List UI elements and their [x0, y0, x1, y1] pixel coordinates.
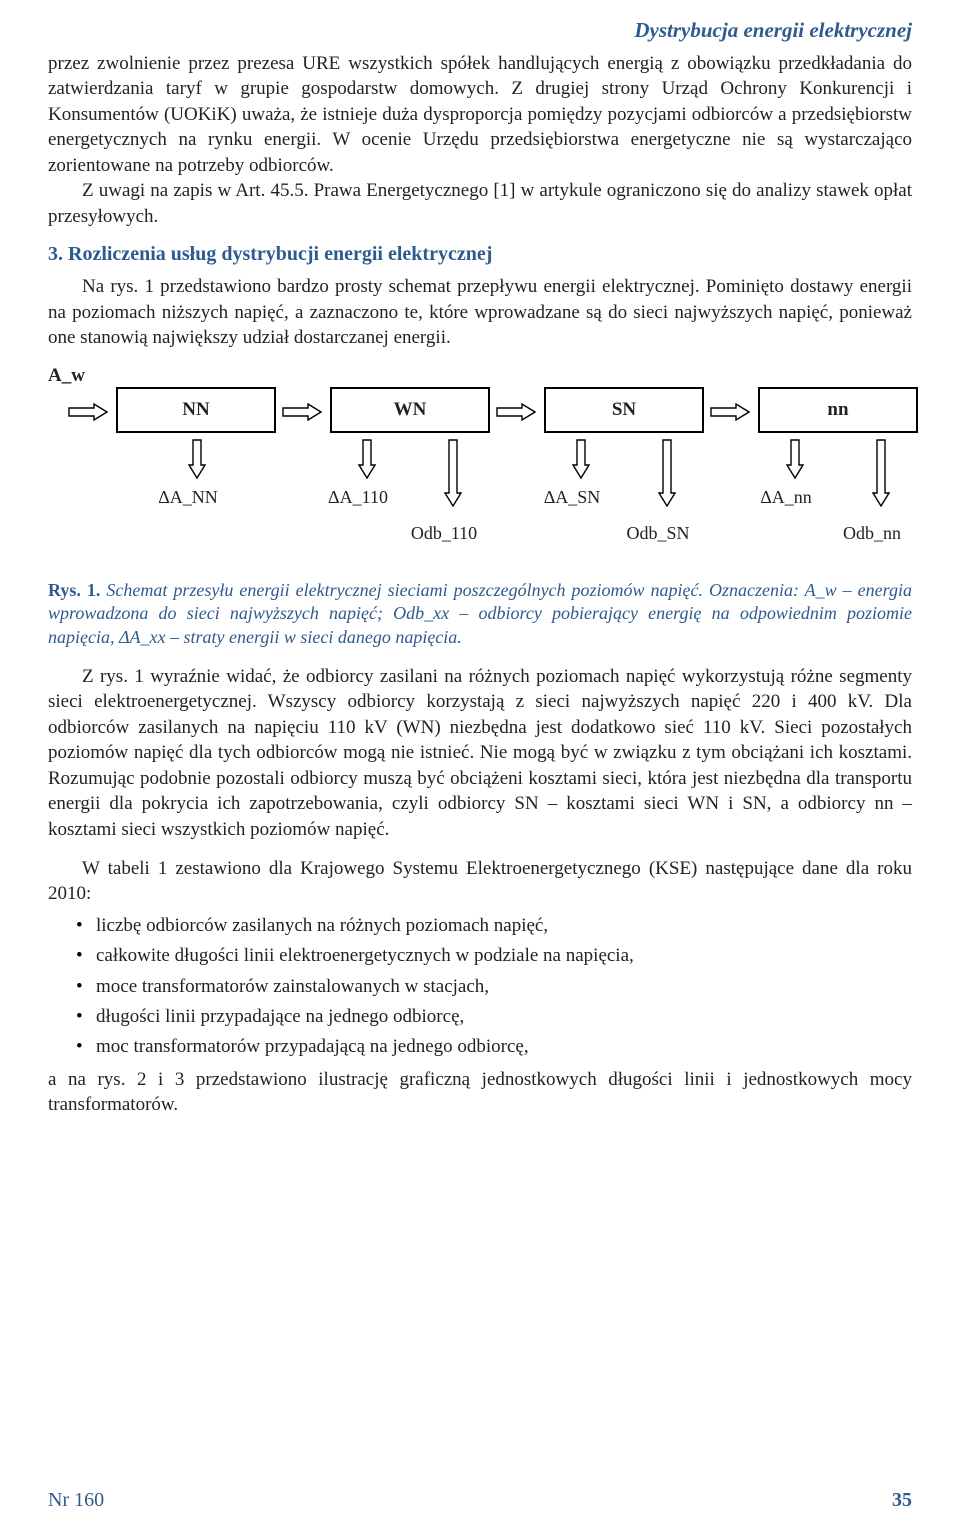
- footer-issue: Nr 160: [48, 1489, 104, 1512]
- figure-1-caption: Rys. 1. Schemat przesyłu energii elektry…: [48, 579, 912, 650]
- odb-label-1: Odb_SN: [608, 523, 708, 544]
- varrow-delta-0: [188, 439, 206, 479]
- varrow-odb-1: [658, 439, 676, 507]
- harrow-2: [496, 403, 536, 421]
- diagram-box-wn: WN: [330, 387, 490, 433]
- paragraph-2: Na rys. 1 przedstawiono bardzo prosty sc…: [48, 274, 912, 350]
- varrow-delta-1: [358, 439, 376, 479]
- bullet-list: liczbę odbiorców zasilanych na różnych p…: [48, 911, 912, 1063]
- bullet-0: liczbę odbiorców zasilanych na różnych p…: [48, 911, 912, 941]
- caption-lead: Rys. 1.: [48, 580, 100, 600]
- harrow-0: [68, 403, 108, 421]
- varrow-odb-2: [872, 439, 890, 507]
- varrow-delta-2: [572, 439, 590, 479]
- bullet-2: moce transformatorów zainstalowanych w s…: [48, 972, 912, 1002]
- paragraph-1b: Z uwagi na zapis w Art. 45.5. Prawa Ener…: [48, 178, 912, 229]
- varrow-odb-0: [444, 439, 462, 507]
- varrow-delta-3: [786, 439, 804, 479]
- footer-pageno: 35: [892, 1489, 912, 1512]
- bullet-4: moc transformatorów przypadającą na jedn…: [48, 1032, 912, 1062]
- energy-flow-diagram: A_w NN WN SN nn ΔA_NN ΔA_110 ΔA_SN ΔA_nn…: [48, 365, 912, 563]
- paragraph-1: przez zwolnienie przez prezesa URE wszys…: [48, 51, 912, 178]
- delta-label-3: ΔA_nn: [736, 487, 836, 508]
- section-3-heading: 3. Rozliczenia usług dystrybucji energii…: [48, 243, 912, 266]
- paragraph-5: a na rys. 2 i 3 przedstawiono ilustrację…: [48, 1067, 912, 1118]
- diagram-box-nn-high: NN: [116, 387, 276, 433]
- delta-label-0: ΔA_NN: [138, 487, 238, 508]
- odb-label-2: Odb_nn: [822, 523, 922, 544]
- diagram-aw-label: A_w: [48, 365, 85, 387]
- page-footer: Nr 160 35: [48, 1489, 912, 1512]
- bullet-3: długości linii przypadające na jednego o…: [48, 1002, 912, 1032]
- diagram-box-sn: SN: [544, 387, 704, 433]
- page-header-title: Dystrybucja energii elektrycznej: [48, 18, 912, 43]
- harrow-1: [282, 403, 322, 421]
- odb-label-0: Odb_110: [394, 523, 494, 544]
- delta-label-1: ΔA_110: [308, 487, 408, 508]
- paragraph-3: Z rys. 1 wyraźnie widać, że odbiorcy zas…: [48, 664, 912, 842]
- caption-body: Schemat przesyłu energii elektrycznej si…: [48, 580, 912, 648]
- harrow-3: [710, 403, 750, 421]
- bullet-1: całkowite długości linii elektroenergety…: [48, 941, 912, 971]
- delta-label-2: ΔA_SN: [522, 487, 622, 508]
- diagram-box-nn-low: nn: [758, 387, 918, 433]
- paragraph-4: W tabeli 1 zestawiono dla Krajowego Syst…: [48, 856, 912, 907]
